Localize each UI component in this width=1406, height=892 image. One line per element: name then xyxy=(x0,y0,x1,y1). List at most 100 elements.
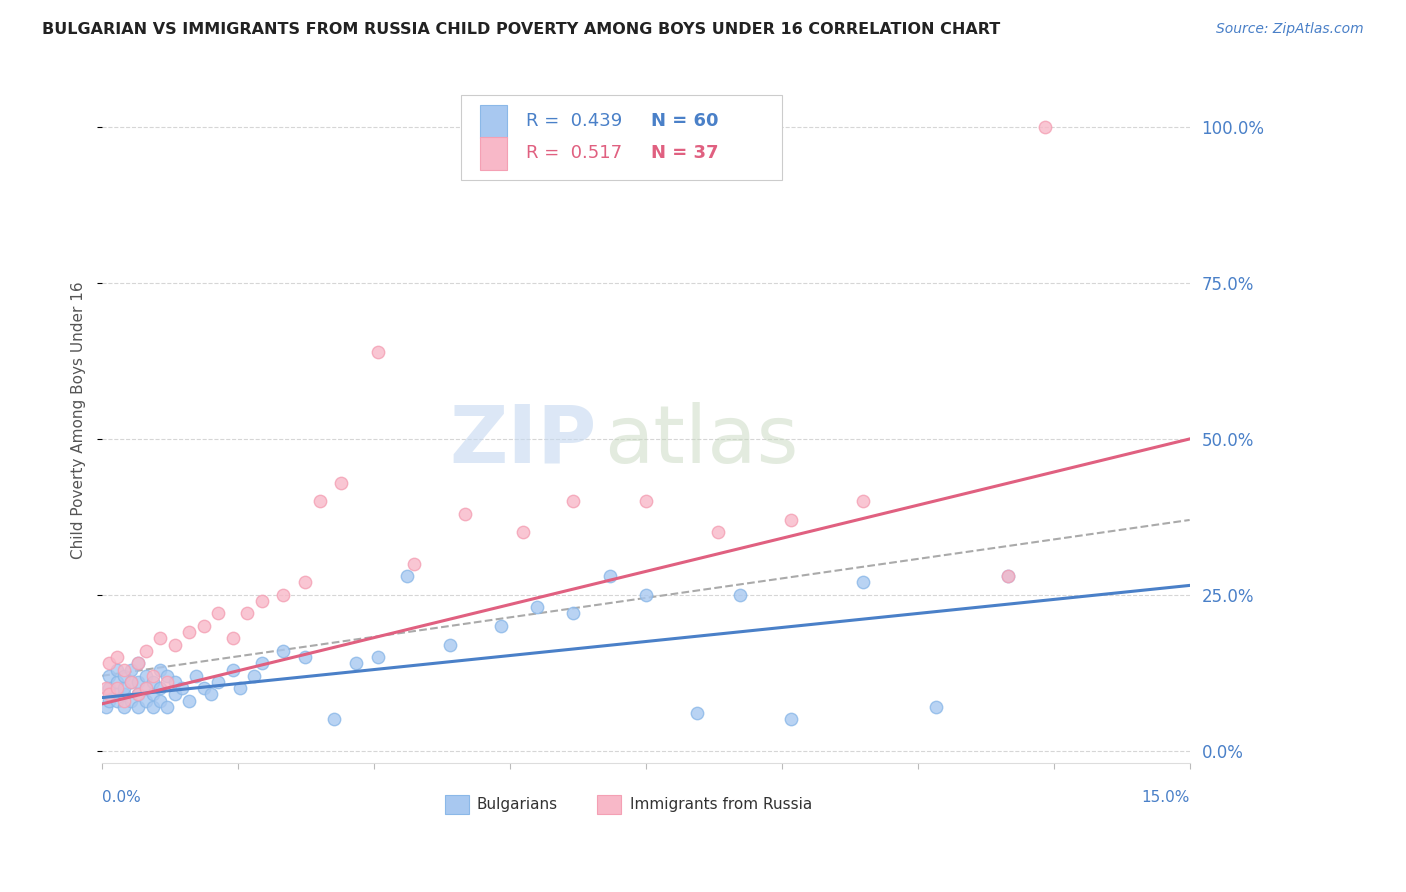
Point xyxy=(273,588,295,602)
Point xyxy=(127,657,149,671)
Point xyxy=(142,669,165,683)
FancyBboxPatch shape xyxy=(479,137,506,170)
Point xyxy=(294,575,316,590)
Point xyxy=(98,688,121,702)
Point xyxy=(135,669,157,683)
Point xyxy=(852,494,875,508)
Text: N = 60: N = 60 xyxy=(651,112,718,129)
Point xyxy=(193,681,215,696)
Point xyxy=(207,607,229,621)
FancyBboxPatch shape xyxy=(598,796,621,814)
Point xyxy=(127,700,149,714)
Point xyxy=(156,675,179,690)
Point xyxy=(135,694,157,708)
Point xyxy=(997,569,1019,583)
Point xyxy=(112,669,135,683)
Point xyxy=(105,688,128,702)
Point xyxy=(112,688,135,702)
Text: Immigrants from Russia: Immigrants from Russia xyxy=(630,797,811,813)
Point xyxy=(308,494,330,508)
Point xyxy=(120,675,142,690)
Point xyxy=(135,681,157,696)
Point xyxy=(273,644,295,658)
Point xyxy=(454,507,477,521)
Point xyxy=(120,663,142,677)
Point xyxy=(925,700,948,714)
Point xyxy=(127,688,149,702)
Text: R =  0.439: R = 0.439 xyxy=(526,112,623,129)
Point xyxy=(163,675,186,690)
Point xyxy=(562,494,585,508)
Point xyxy=(512,525,534,540)
Text: 0.0%: 0.0% xyxy=(103,790,141,805)
Point xyxy=(179,694,201,708)
Point xyxy=(142,675,165,690)
Point xyxy=(135,644,157,658)
Point xyxy=(112,681,135,696)
Point xyxy=(98,681,121,696)
Point xyxy=(112,694,135,708)
Point xyxy=(250,657,273,671)
Point xyxy=(562,607,585,621)
Text: Source: ZipAtlas.com: Source: ZipAtlas.com xyxy=(1216,22,1364,37)
Point xyxy=(728,588,751,602)
Point xyxy=(634,494,657,508)
Point xyxy=(344,657,367,671)
Point xyxy=(135,681,157,696)
Y-axis label: Child Poverty Among Boys Under 16: Child Poverty Among Boys Under 16 xyxy=(72,282,86,559)
Point xyxy=(149,663,172,677)
Point xyxy=(852,575,875,590)
Point xyxy=(105,650,128,665)
Point xyxy=(294,650,316,665)
Point xyxy=(127,675,149,690)
Text: R =  0.517: R = 0.517 xyxy=(526,144,623,161)
Point xyxy=(402,557,425,571)
Point xyxy=(526,600,548,615)
Point xyxy=(142,700,165,714)
Point xyxy=(243,669,266,683)
Point xyxy=(94,700,117,714)
Point xyxy=(634,588,657,602)
Point xyxy=(250,594,273,608)
Point xyxy=(170,681,193,696)
Text: Bulgarians: Bulgarians xyxy=(477,797,557,813)
Point xyxy=(98,694,121,708)
Point xyxy=(367,344,389,359)
Point xyxy=(105,663,128,677)
Text: BULGARIAN VS IMMIGRANTS FROM RUSSIA CHILD POVERTY AMONG BOYS UNDER 16 CORRELATIO: BULGARIAN VS IMMIGRANTS FROM RUSSIA CHIL… xyxy=(42,22,1001,37)
Point xyxy=(330,475,353,490)
Point xyxy=(94,681,117,696)
Point xyxy=(207,675,229,690)
Point xyxy=(105,694,128,708)
FancyBboxPatch shape xyxy=(461,95,782,180)
Point xyxy=(156,669,179,683)
Point xyxy=(163,688,186,702)
Point xyxy=(489,619,512,633)
Point xyxy=(179,625,201,640)
Point xyxy=(780,713,803,727)
Point xyxy=(105,681,128,696)
Point xyxy=(780,513,803,527)
Point xyxy=(98,669,121,683)
Point xyxy=(112,700,135,714)
FancyBboxPatch shape xyxy=(444,796,468,814)
Point xyxy=(149,632,172,646)
Point xyxy=(149,681,172,696)
Point xyxy=(1033,120,1056,135)
Point xyxy=(127,688,149,702)
Point xyxy=(163,638,186,652)
Point xyxy=(229,681,252,696)
Point xyxy=(395,569,418,583)
Point xyxy=(120,675,142,690)
Point xyxy=(105,675,128,690)
Point xyxy=(599,569,621,583)
Point xyxy=(120,694,142,708)
Point xyxy=(222,632,245,646)
Point xyxy=(439,638,461,652)
Point xyxy=(186,669,208,683)
FancyBboxPatch shape xyxy=(479,105,506,137)
Point xyxy=(112,663,135,677)
Point xyxy=(200,688,222,702)
Text: ZIP: ZIP xyxy=(450,401,598,480)
Text: 15.0%: 15.0% xyxy=(1142,790,1189,805)
